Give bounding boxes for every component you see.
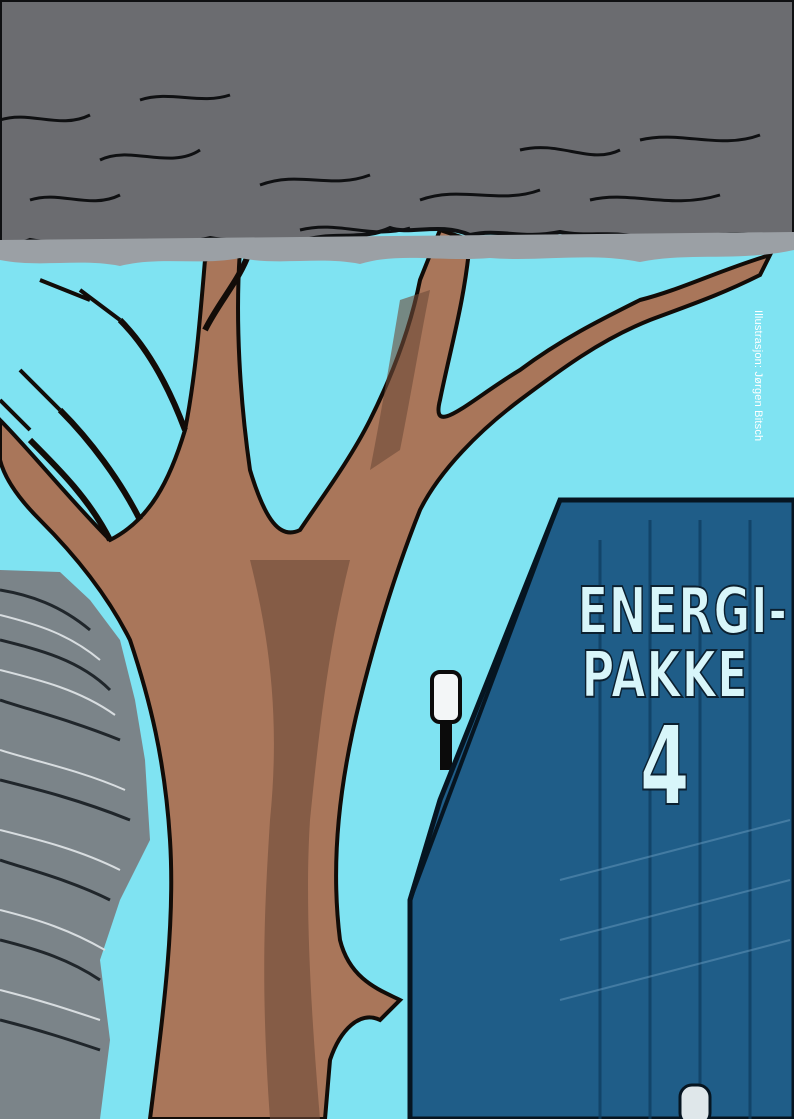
cover-title: ENERGI- PAKKE 4 <box>540 575 790 830</box>
title-number: 4 <box>639 702 691 830</box>
building-illustration <box>407 497 794 1119</box>
lamp-illustration <box>430 670 462 770</box>
water-illustration <box>0 570 150 1119</box>
illustration-credit: Illustrasjon: Jørgen Bitsch <box>752 310 764 442</box>
title-line-2: PAKKE <box>581 639 749 713</box>
title-line-1: ENERGI- <box>577 575 788 649</box>
cloud-illustration <box>0 0 794 266</box>
tree-illustration <box>0 227 774 1119</box>
